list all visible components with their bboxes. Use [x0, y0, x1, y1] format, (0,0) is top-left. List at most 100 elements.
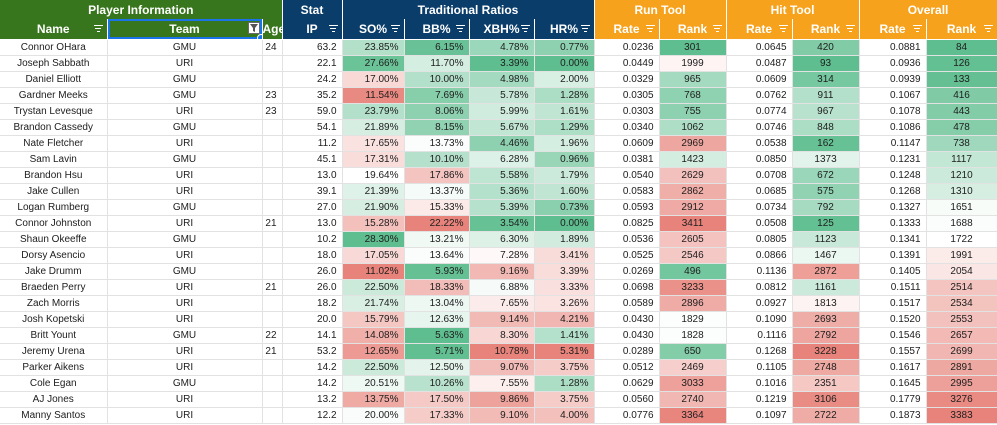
table-row[interactable]: Sam Lavin GMU 45.1 17.31% 10.10% 6.28% 0.96% 0.…: [0, 151, 997, 168]
table-row[interactable]: Logan Rumberg GMU 27.0 21.90% 15.33% 5.39% 0.7…: [0, 199, 997, 216]
col-name-cell[interactable]: Jeremy Urena: [0, 343, 108, 360]
col-hit-rate-cell[interactable]: 0.1016: [726, 375, 793, 392]
col-name-cell[interactable]: Manny Santos: [0, 407, 108, 424]
col-so-pct-cell[interactable]: 21.90%: [342, 199, 405, 216]
col-name-cell[interactable]: Connor Johnston: [0, 215, 108, 232]
col-run-rank-cell[interactable]: 2862: [659, 183, 727, 200]
col-run-rank-cell[interactable]: 3233: [659, 279, 727, 296]
col-run-rank-cell[interactable]: 2629: [659, 167, 727, 184]
col-age-cell[interactable]: [262, 199, 283, 216]
col-ip-cell[interactable]: 20.0: [282, 311, 343, 328]
col-so-pct-cell[interactable]: 22.50%: [342, 279, 405, 296]
col-so-pct-cell[interactable]: 22.50%: [342, 359, 405, 376]
col-bb-pct-cell[interactable]: 7.69%: [404, 87, 470, 104]
col-run-rank-cell[interactable]: 3364: [659, 407, 727, 424]
col-ip-cell[interactable]: 53.2: [282, 343, 343, 360]
col-overall-rank-cell[interactable]: 2995: [926, 375, 997, 392]
col-name-cell[interactable]: Jake Cullen: [0, 183, 108, 200]
col-overall-rate-cell[interactable]: 0.1645: [859, 375, 927, 392]
col-age-cell[interactable]: 21: [262, 215, 283, 232]
col-hit-rank-cell[interactable]: 911: [792, 87, 860, 104]
filter-icon[interactable]: [712, 25, 722, 33]
col-overall-rank-cell[interactable]: 3383: [926, 407, 997, 424]
col-so-pct-cell[interactable]: 15.79%: [342, 311, 405, 328]
col-hit-rank-cell[interactable]: 1161: [792, 279, 860, 296]
col-team-cell[interactable]: URI: [107, 279, 263, 296]
col-hit-rate-cell[interactable]: 0.0762: [726, 87, 793, 104]
col-overall-rank-cell[interactable]: 84: [926, 39, 997, 56]
col-team-cell[interactable]: URI: [107, 359, 263, 376]
col-xbh-pct-cell[interactable]: 10.78%: [469, 343, 535, 360]
col-hit-rate-cell[interactable]: 0.0850: [726, 151, 793, 168]
col-run-rank-cell[interactable]: 1829: [659, 311, 727, 328]
col-overall-rate-cell[interactable]: 0.1147: [859, 135, 927, 152]
col-bb-pct-cell[interactable]: 12.63%: [404, 311, 470, 328]
col-name-cell[interactable]: Logan Rumberg: [0, 199, 108, 216]
col-xbh-pct-cell[interactable]: 4.46%: [469, 135, 535, 152]
col-hit-rank-cell[interactable]: 2693: [792, 311, 860, 328]
col-run-rate-cell[interactable]: 0.0540: [594, 167, 660, 184]
col-team-cell[interactable]: URI: [107, 103, 263, 120]
table-row[interactable]: AJ Jones URI 13.2 13.75% 17.50% 9.86% 3.75% 0.0…: [0, 391, 997, 408]
col-age-cell[interactable]: [262, 359, 283, 376]
col-name-cell[interactable]: Daniel Elliott: [0, 71, 108, 88]
col-team-cell[interactable]: GMU: [107, 375, 263, 392]
col-hr-pct-cell[interactable]: 5.31%: [534, 343, 595, 360]
col-xbh-pct-cell[interactable]: 6.30%: [469, 231, 535, 248]
col-bb-pct-cell[interactable]: 18.33%: [404, 279, 470, 296]
col-run-rate-cell[interactable]: 0.0303: [594, 103, 660, 120]
col-overall-rate-cell[interactable]: 0.0936: [859, 55, 927, 72]
col-ip-cell[interactable]: 45.1: [282, 151, 343, 168]
col-xbh-pct-cell[interactable]: 3.39%: [469, 55, 535, 72]
table-row[interactable]: Manny Santos URI 12.2 20.00% 17.33% 9.10% 4.00…: [0, 407, 997, 424]
col-age-header[interactable]: Age: [262, 19, 283, 40]
col-run-rate-cell[interactable]: 0.0536: [594, 231, 660, 248]
table-row[interactable]: Jake Cullen URI 39.1 21.39% 13.37% 5.36% 1.60%…: [0, 183, 997, 200]
selection-handle[interactable]: [256, 33, 261, 38]
col-ip-cell[interactable]: 12.2: [282, 407, 343, 424]
col-hit-rank-cell[interactable]: 420: [792, 39, 860, 56]
col-run-rate-cell[interactable]: 0.0449: [594, 55, 660, 72]
col-bb-pct-cell[interactable]: 13.64%: [404, 247, 470, 264]
col-hit-rate-cell[interactable]: 0.1136: [726, 263, 793, 280]
col-bb-pct-cell[interactable]: 10.00%: [404, 71, 470, 88]
col-hit-rank-cell[interactable]: 792: [792, 199, 860, 216]
col-hr-pct-cell[interactable]: 0.73%: [534, 199, 595, 216]
col-team-cell[interactable]: GMU: [107, 119, 263, 136]
col-hit-rate-cell[interactable]: 0.0774: [726, 103, 793, 120]
col-hit-rank-cell[interactable]: 2872: [792, 263, 860, 280]
col-hr-pct-cell[interactable]: 0.00%: [534, 55, 595, 72]
col-run-rate-cell[interactable]: 0.0329: [594, 71, 660, 88]
col-hr-pct-cell[interactable]: 3.33%: [534, 279, 595, 296]
col-xbh-pct-cell[interactable]: 7.65%: [469, 295, 535, 312]
table-row[interactable]: Nate Fletcher URI 11.2 17.65% 13.73% 4.46% 1.9…: [0, 135, 997, 152]
col-overall-rank-cell[interactable]: 1117: [926, 151, 997, 168]
col-name-cell[interactable]: Parker Aikens: [0, 359, 108, 376]
col-run-rate-header[interactable]: Rate: [594, 19, 660, 40]
col-hit-rank-cell[interactable]: 1373: [792, 151, 860, 168]
col-overall-rate-cell[interactable]: 0.1617: [859, 359, 927, 376]
col-xbh-pct-cell[interactable]: 5.67%: [469, 119, 535, 136]
col-run-rank-header[interactable]: Rank: [659, 19, 727, 40]
col-hr-pct-cell[interactable]: 1.28%: [534, 87, 595, 104]
col-run-rate-cell[interactable]: 0.0609: [594, 135, 660, 152]
col-run-rate-cell[interactable]: 0.0289: [594, 343, 660, 360]
col-run-rate-cell[interactable]: 0.0305: [594, 87, 660, 104]
col-hit-rate-cell[interactable]: 0.0866: [726, 247, 793, 264]
col-hit-rank-cell[interactable]: 2748: [792, 359, 860, 376]
col-ip-cell[interactable]: 10.2: [282, 231, 343, 248]
col-overall-rank-cell[interactable]: 1310: [926, 183, 997, 200]
col-so-pct-cell[interactable]: 27.66%: [342, 55, 405, 72]
col-overall-rank-cell[interactable]: 2514: [926, 279, 997, 296]
col-hit-rate-cell[interactable]: 0.0538: [726, 135, 793, 152]
col-run-rank-cell[interactable]: 1062: [659, 119, 727, 136]
col-run-rank-cell[interactable]: 2896: [659, 295, 727, 312]
col-hit-rate-cell[interactable]: 0.1116: [726, 327, 793, 344]
col-so-pct-cell[interactable]: 17.65%: [342, 135, 405, 152]
col-xbh-pct-cell[interactable]: 5.78%: [469, 87, 535, 104]
col-bb-pct-cell[interactable]: 17.50%: [404, 391, 470, 408]
col-bb-pct-cell[interactable]: 11.70%: [404, 55, 470, 72]
col-age-cell[interactable]: [262, 231, 283, 248]
col-name-cell[interactable]: Brandon Hsu: [0, 167, 108, 184]
col-bb-pct-cell[interactable]: 15.33%: [404, 199, 470, 216]
